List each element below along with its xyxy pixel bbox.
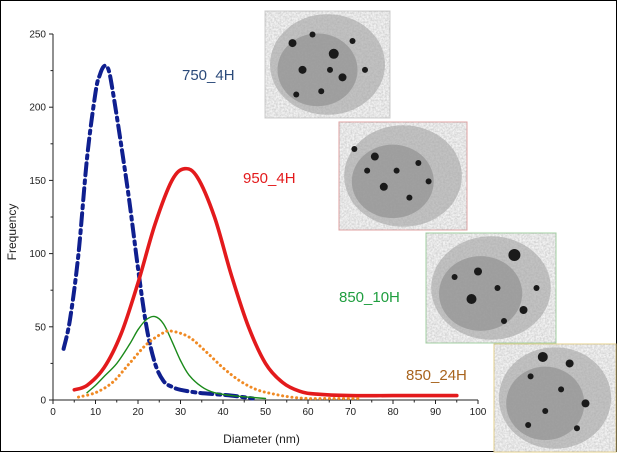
x-axis-label: Diameter (nm) bbox=[223, 432, 300, 446]
x-tick-label: 50 bbox=[260, 407, 272, 418]
series-label-950-4h: 950_4H bbox=[243, 170, 296, 187]
tem-nanoparticle bbox=[406, 194, 413, 201]
tem-nanoparticle bbox=[573, 425, 580, 432]
tem-nanoparticle bbox=[288, 39, 297, 48]
tem-nanoparticle bbox=[508, 249, 521, 261]
tem-nanoparticle bbox=[349, 37, 356, 44]
tem-insets bbox=[264, 10, 617, 453]
tem-image-texture bbox=[339, 122, 467, 230]
series-line-850-10h bbox=[86, 315, 267, 400]
tem-nanoparticle bbox=[525, 422, 532, 428]
tem-image-texture bbox=[265, 11, 390, 118]
y-tick-label: 100 bbox=[29, 249, 46, 260]
tem-nanoparticle bbox=[393, 167, 400, 174]
y-tick-label: 0 bbox=[40, 396, 46, 407]
tem-nanoparticle bbox=[298, 65, 307, 74]
tem-nanoparticle bbox=[527, 373, 534, 380]
series-label-850-24h: 850_24H bbox=[406, 367, 467, 384]
tem-image-inset bbox=[425, 232, 557, 344]
tem-image-inset bbox=[493, 343, 617, 453]
tem-nanoparticle bbox=[558, 386, 565, 393]
series-label-750-4h: 750_4H bbox=[182, 67, 235, 84]
y-tick-label: 150 bbox=[29, 176, 46, 187]
tem-nanoparticle bbox=[519, 306, 528, 314]
tem-nanoparticle bbox=[501, 318, 507, 324]
tem-nanoparticle bbox=[309, 31, 316, 38]
x-tick-label: 40 bbox=[217, 407, 229, 418]
series-line-950-4h bbox=[72, 166, 459, 398]
tem-nanoparticle bbox=[338, 73, 347, 82]
x-tick-label: 90 bbox=[430, 407, 442, 418]
tem-nanoparticle bbox=[415, 160, 422, 167]
tem-nanoparticle bbox=[425, 178, 432, 185]
y-axis-label: Frequency bbox=[5, 204, 19, 261]
tem-nanoparticle bbox=[379, 182, 388, 191]
y-tick-label: 200 bbox=[29, 103, 46, 114]
series-labels: 750_4H 950_4H 850_10H 850_24H bbox=[182, 67, 467, 384]
tem-nanoparticle bbox=[537, 351, 548, 362]
tem-image-texture bbox=[494, 344, 616, 452]
x-tick-label: 80 bbox=[387, 407, 399, 418]
tem-nanoparticle bbox=[542, 407, 549, 414]
x-tick-label: 30 bbox=[175, 407, 187, 418]
tem-nanoparticle bbox=[565, 359, 574, 368]
y-tick-label: 250 bbox=[29, 30, 46, 41]
tem-nanoparticle bbox=[466, 294, 477, 304]
tem-image-inset bbox=[264, 10, 391, 119]
tem-nanoparticle bbox=[370, 152, 379, 161]
tem-nanoparticle bbox=[293, 91, 300, 98]
x-tick-label: 60 bbox=[302, 407, 314, 418]
tem-nanoparticle bbox=[494, 285, 501, 291]
tem-nanoparticle bbox=[581, 399, 590, 408]
tem-nanoparticle bbox=[474, 267, 482, 276]
tem-nanoparticle bbox=[328, 48, 339, 59]
x-tick-label: 100 bbox=[470, 407, 487, 418]
series-label-850-10h: 850_10H bbox=[339, 289, 400, 306]
tem-nanoparticle bbox=[364, 167, 371, 174]
x-tick-label: 10 bbox=[90, 407, 102, 418]
x-tick-label: 0 bbox=[50, 407, 56, 418]
series-line-850-24h bbox=[77, 329, 361, 401]
y-tick-label: 50 bbox=[35, 322, 47, 333]
tem-nanoparticle bbox=[318, 88, 325, 95]
axes: 0 10 20 30 40 50 60 70 80 90 100 0 50 100 150 200 250 Dia… bbox=[5, 30, 487, 447]
tem-nanoparticle bbox=[362, 66, 368, 73]
x-tick-label: 70 bbox=[345, 407, 357, 418]
tem-image-inset bbox=[338, 121, 468, 231]
x-tick-label: 20 bbox=[132, 407, 144, 418]
tem-nanoparticle bbox=[451, 274, 458, 280]
tem-nanoparticle bbox=[327, 66, 333, 73]
series-line-750-4h bbox=[61, 63, 255, 401]
tem-nanoparticle bbox=[533, 285, 540, 291]
tem-nanoparticle bbox=[351, 146, 358, 152]
series-group bbox=[61, 63, 459, 401]
